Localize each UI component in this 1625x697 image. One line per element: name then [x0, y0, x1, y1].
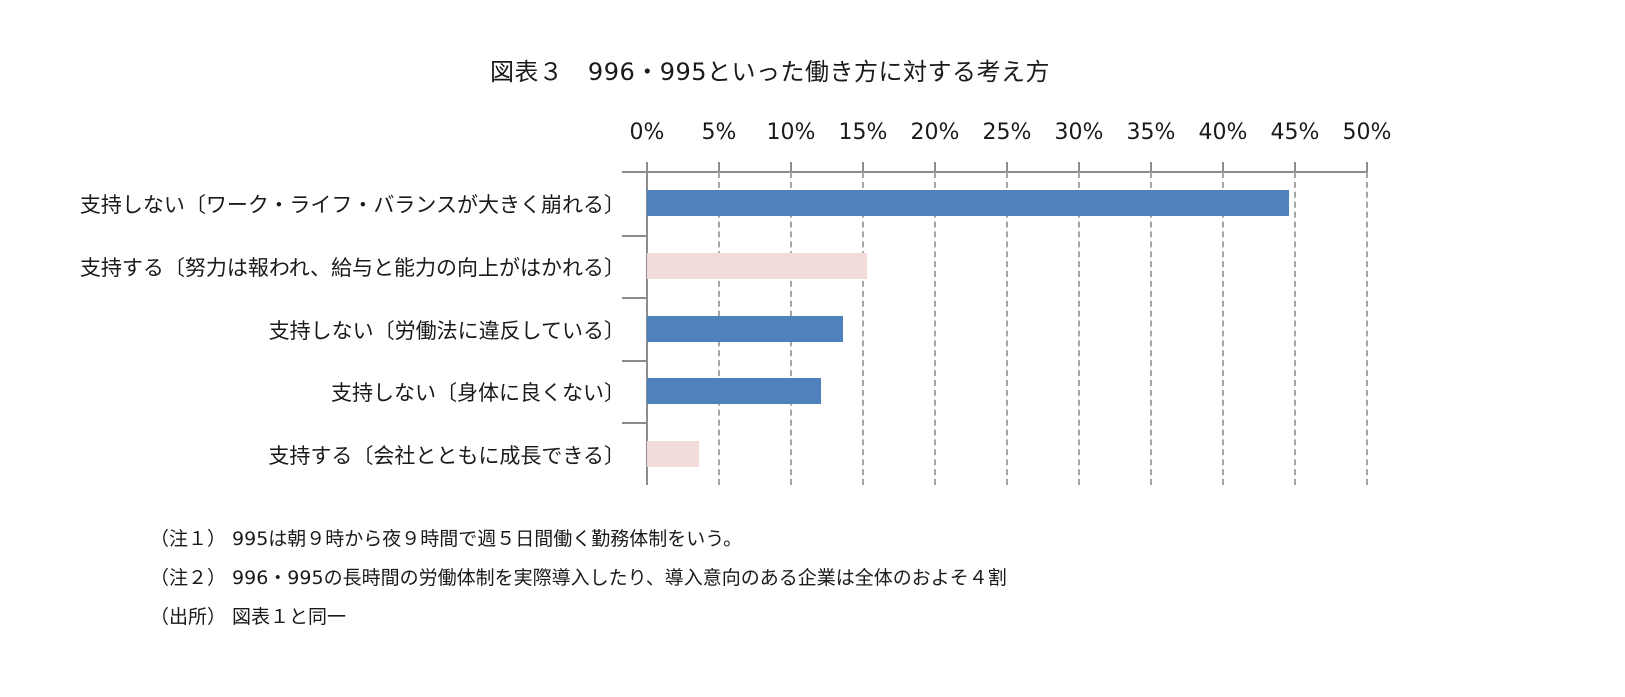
gridline — [1006, 172, 1008, 485]
x-tick-mark — [862, 162, 864, 172]
x-tick-label: 15% — [838, 120, 888, 145]
category-label: 支持する〔努力は報われ、給与と能力の向上がはかれる〕 — [79, 255, 625, 280]
category-label: 支持しない〔身体に良くない〕 — [331, 381, 625, 406]
bar — [647, 378, 822, 405]
bar — [647, 252, 868, 279]
x-tick-mark — [934, 162, 936, 172]
chart-title: 図表３ 996・995といった働き方に対する考え方 — [489, 58, 1051, 86]
x-tick-label: 0% — [629, 120, 665, 145]
x-tick-label: 50% — [1342, 120, 1392, 145]
x-tick-label: 20% — [910, 120, 960, 145]
x-tick-mark — [790, 162, 792, 172]
gridline — [934, 172, 936, 485]
x-tick-mark — [1366, 162, 1368, 172]
x-tick-label: 5% — [701, 120, 737, 145]
x-tick-label: 25% — [982, 120, 1032, 145]
bar — [647, 315, 843, 342]
category-label: 支持しない〔労働法に違反している〕 — [268, 318, 625, 343]
x-tick-mark — [1150, 162, 1152, 172]
x-tick-mark — [1294, 162, 1296, 172]
y-tick-mark — [622, 297, 647, 300]
x-tick-mark — [718, 162, 720, 172]
x-tick-mark — [646, 162, 648, 172]
source-note: （出所） 図表１と同一 — [150, 606, 347, 628]
gridline — [1366, 172, 1368, 485]
bar — [647, 440, 699, 467]
y-tick-mark — [622, 234, 647, 237]
x-tick-label: 40% — [1198, 120, 1248, 145]
x-tick-mark — [1078, 162, 1080, 172]
x-tick-label: 35% — [1126, 120, 1176, 145]
note-1: （注１） 995は朝９時から夜９時間で週５日間働く勤務体制をいう。 — [150, 528, 743, 550]
y-tick-mark — [622, 422, 647, 425]
x-tick-label: 10% — [766, 120, 816, 145]
gridline — [1222, 172, 1224, 485]
bar — [647, 190, 1290, 217]
note-2: （注２） 996・995の長時間の労働体制を実際導入したり、導入意向のある企業は… — [150, 567, 1007, 589]
x-axis-line — [622, 171, 1368, 173]
y-tick-mark — [622, 359, 647, 362]
category-label: 支持しない〔ワーク・ライフ・バランスが大きく崩れる〕 — [79, 193, 625, 218]
x-tick-mark — [1006, 162, 1008, 172]
x-tick-label: 45% — [1270, 120, 1320, 145]
category-label: 支持する〔会社とともに成長できる〕 — [268, 443, 625, 468]
x-tick-mark — [1222, 162, 1224, 172]
gridline — [862, 172, 864, 485]
gridline — [1150, 172, 1152, 485]
x-tick-label: 30% — [1054, 120, 1104, 145]
gridline — [1078, 172, 1080, 485]
gridline — [1294, 172, 1296, 485]
